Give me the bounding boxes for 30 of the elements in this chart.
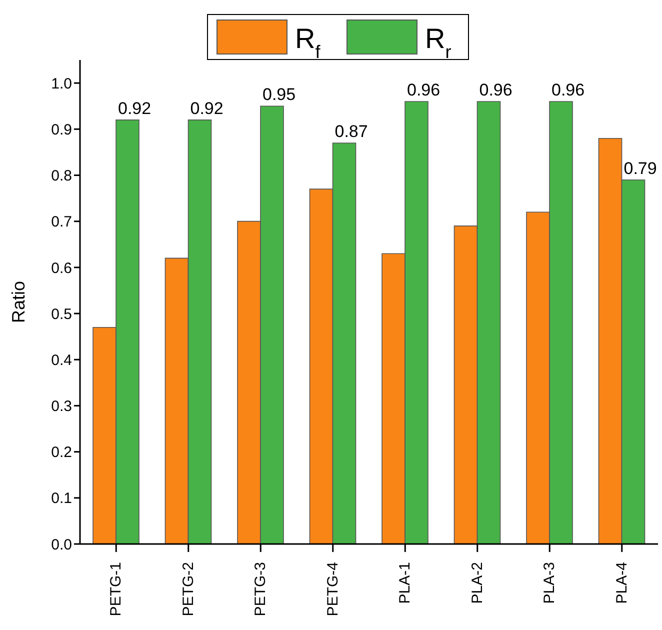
y-tick-label: 0.5: [51, 306, 72, 323]
data-label: 0.96: [552, 80, 585, 100]
data-label: 0.92: [118, 98, 152, 118]
data-label: 0.96: [479, 80, 512, 100]
data-label: 0.87: [334, 122, 368, 141]
y-tick-label: 1.0: [51, 75, 72, 92]
data-label: 0.96: [407, 80, 440, 100]
x-tick-label: PLA-1: [396, 562, 414, 604]
y-tick-label: 0.0: [51, 536, 72, 554]
x-tick-label: PETG-1: [108, 562, 125, 616]
legend-label: R$_{f}$: [295, 23, 322, 62]
y-tick-label: 0.1: [51, 490, 72, 508]
y-tick-label: 0.6: [51, 260, 72, 277]
x-tick-label: PETG-2: [180, 562, 197, 616]
x-tick-label: PLA-4: [613, 562, 630, 604]
x-tick-label: PLA-2: [468, 562, 486, 604]
y-tick-label: 0.8: [51, 168, 72, 185]
y-tick-label: 0.9: [51, 121, 72, 138]
legend-label: R$_{r}$: [425, 23, 452, 62]
data-label: 0.92: [190, 98, 224, 118]
data-label: 0.95: [262, 85, 296, 104]
y-tick-label: 0.4: [51, 352, 72, 369]
x-tick-label: PETG-4: [324, 562, 342, 616]
y-tick-label: 0.7: [51, 214, 72, 231]
y-axis-title: Ratio: [8, 280, 28, 324]
x-tick-label: PLA-3: [541, 562, 558, 604]
y-tick-label: 0.3: [51, 398, 72, 416]
x-tick-label: PETG-3: [252, 562, 270, 616]
y-tick-label: 0.2: [51, 444, 72, 462]
data-label: 0.79: [624, 158, 657, 178]
